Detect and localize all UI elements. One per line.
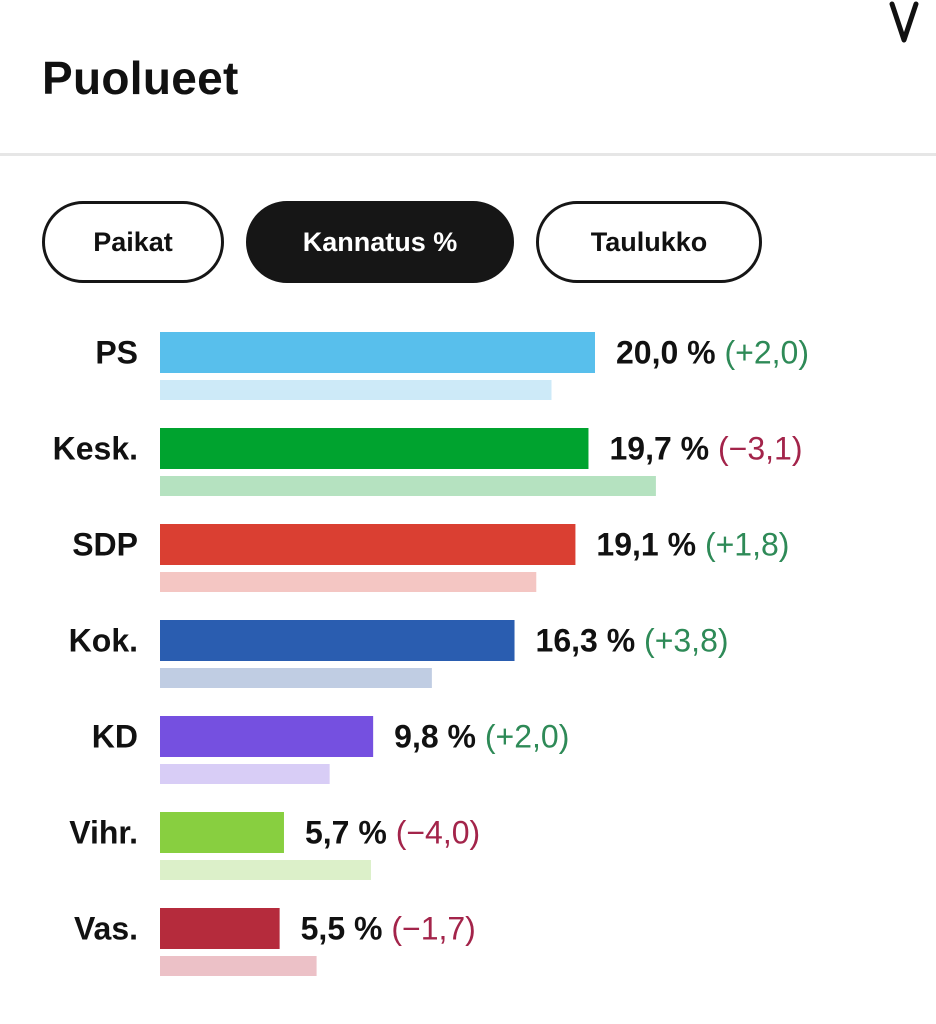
party-label: Kesk.	[53, 431, 138, 467]
change-value: (+2,0)	[485, 719, 569, 755]
value-label: 19,1 % (+1,8)	[596, 527, 789, 563]
value-label: 20,0 % (+2,0)	[616, 335, 809, 371]
tab-taulukko[interactable]: Taulukko	[536, 201, 762, 283]
current-support-bar	[160, 812, 284, 853]
tab-kannatus[interactable]: Kannatus %	[246, 201, 514, 283]
current-support-bar	[160, 716, 374, 757]
value-label: 5,5 % (−1,7)	[301, 911, 476, 947]
value-percent: 9,8 %	[394, 719, 485, 755]
previous-support-bar	[160, 764, 330, 784]
party-label: KD	[92, 719, 138, 755]
header: Puolueet	[0, 0, 936, 156]
current-support-bar	[160, 428, 589, 469]
value-percent: 19,1 %	[596, 527, 705, 563]
previous-support-bar	[160, 380, 552, 400]
party-label: SDP	[72, 527, 138, 563]
corner-scribble-icon	[889, 1, 919, 43]
party-label: Kok.	[69, 623, 138, 659]
previous-support-bar	[160, 956, 317, 976]
change-value: (+1,8)	[705, 527, 789, 563]
change-value: (−3,1)	[718, 431, 802, 467]
tab-paikat[interactable]: Paikat	[42, 201, 224, 283]
value-percent: 20,0 %	[616, 335, 725, 371]
change-value: (−1,7)	[391, 911, 475, 947]
value-percent: 5,7 %	[305, 815, 396, 851]
party-label: PS	[95, 335, 138, 371]
value-label: 5,7 % (−4,0)	[305, 815, 480, 851]
current-support-bar	[160, 620, 515, 661]
current-support-bar	[160, 908, 280, 949]
current-support-bar	[160, 524, 576, 565]
change-value: (+2,0)	[725, 335, 809, 371]
change-value: (+3,8)	[644, 623, 728, 659]
page-title: Puolueet	[42, 52, 239, 104]
current-support-bar	[160, 332, 595, 373]
change-value: (−4,0)	[396, 815, 480, 851]
value-label: 16,3 % (+3,8)	[536, 623, 729, 659]
previous-support-bar	[160, 572, 537, 592]
party-label: Vihr.	[69, 815, 138, 851]
previous-support-bar	[160, 668, 432, 688]
previous-support-bar	[160, 476, 656, 496]
value-percent: 5,5 %	[301, 911, 392, 947]
value-label: 9,8 % (+2,0)	[394, 719, 569, 755]
value-percent: 16,3 %	[536, 623, 645, 659]
value-label: 19,7 % (−3,1)	[609, 431, 802, 467]
previous-support-bar	[160, 860, 371, 880]
value-percent: 19,7 %	[609, 431, 718, 467]
party-label: Vas.	[74, 911, 138, 947]
